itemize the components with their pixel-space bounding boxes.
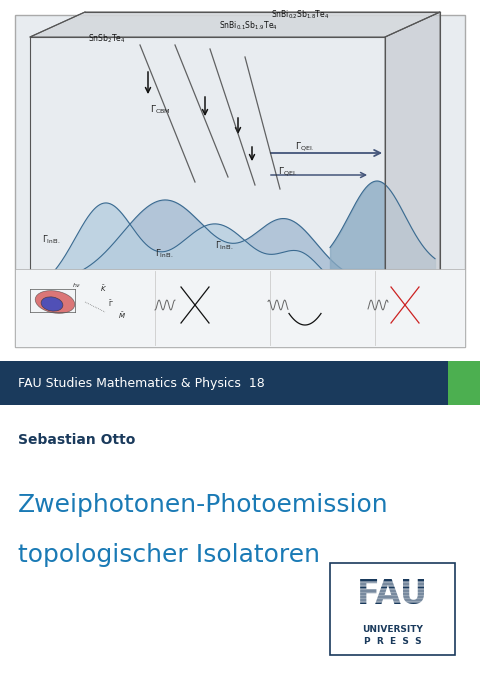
Text: $\bar{\Gamma}$: $\bar{\Gamma}$ (108, 299, 114, 309)
Text: $\bar{\Gamma}$: $\bar{\Gamma}$ (96, 331, 105, 347)
Bar (15, 15, 465, 347)
Ellipse shape (35, 290, 75, 313)
Text: $\Gamma_\mathrm{CBM}$: $\Gamma_\mathrm{CBM}$ (150, 103, 171, 116)
Text: FAU Studies Mathematics & Physics  18: FAU Studies Mathematics & Physics 18 (18, 376, 265, 389)
Text: FAU: FAU (357, 578, 428, 611)
Text: $\Gamma_\mathrm{InEl.}$: $\Gamma_\mathrm{InEl.}$ (42, 233, 61, 246)
Text: topologischer Isolatoren: topologischer Isolatoren (18, 543, 320, 567)
Text: $\mathrm{SnSb_2Te_4}$: $\mathrm{SnSb_2Te_4}$ (88, 32, 126, 45)
Bar (330, 563, 455, 655)
Ellipse shape (41, 297, 63, 311)
Text: $\rightarrow \bar{M}$: $\rightarrow \bar{M}$ (400, 319, 420, 332)
Text: $\bar{M}$: $\bar{M}$ (118, 311, 126, 321)
Text: Zweiphotonen-Photoemission: Zweiphotonen-Photoemission (18, 493, 389, 517)
Bar (15, 269, 465, 347)
Text: $h\nu$: $h\nu$ (72, 281, 81, 289)
Text: $\Gamma_\mathrm{InEl.}$: $\Gamma_\mathrm{InEl.}$ (215, 240, 234, 253)
Text: $\Gamma_\mathrm{InEl.}$: $\Gamma_\mathrm{InEl.}$ (155, 248, 174, 261)
Text: Sebastian Otto: Sebastian Otto (18, 433, 135, 447)
Text: $\mathrm{SnBi_{0.2}Sb_{1.8}Te_4}$: $\mathrm{SnBi_{0.2}Sb_{1.8}Te_4}$ (271, 9, 329, 21)
Text: $\Gamma_\mathrm{QEl.}$: $\Gamma_\mathrm{QEl.}$ (278, 165, 297, 178)
Text: $\rightarrow \bar{M}$: $\rightarrow \bar{M}$ (258, 331, 282, 345)
Bar (448, 361, 480, 405)
Bar (0, 361, 448, 405)
Polygon shape (385, 12, 440, 322)
Text: P  R  E  S  S: P R E S S (364, 637, 421, 646)
Text: $\Gamma_\mathrm{QEl.}$: $\Gamma_\mathrm{QEl.}$ (295, 140, 314, 153)
Text: $\mathrm{SnBi_{0.1}Sb_{1.9}Te_4}$: $\mathrm{SnBi_{0.1}Sb_{1.9}Te_4}$ (218, 20, 277, 32)
Text: $\bar{K}$: $\bar{K}$ (100, 284, 107, 294)
Text: UNIVERSITY: UNIVERSITY (362, 625, 423, 634)
Polygon shape (30, 12, 440, 37)
